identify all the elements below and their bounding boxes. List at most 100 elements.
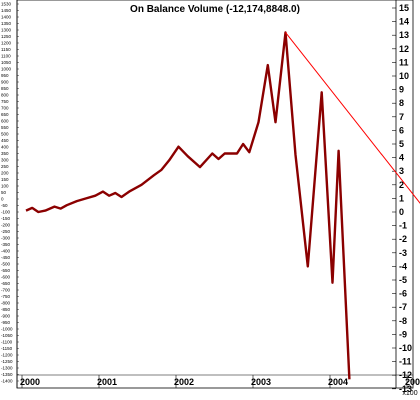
left-tick-label: 550 bbox=[1, 125, 9, 130]
left-tick-label: 1400 bbox=[1, 15, 12, 20]
right-tick-label: 3 bbox=[399, 166, 404, 176]
left-tick-label: 1450 bbox=[1, 8, 12, 13]
left-tick-label: -900 bbox=[1, 314, 11, 319]
right-tick-label: -9 bbox=[399, 329, 407, 339]
right-tick-label: 9 bbox=[399, 85, 404, 95]
x-tick-label: 2002 bbox=[174, 377, 194, 387]
left-tick-label: -1200 bbox=[1, 353, 13, 358]
left-tick-label: -950 bbox=[1, 320, 11, 325]
left-tick-label: 50 bbox=[1, 190, 7, 195]
right-tick-label: 1 bbox=[399, 193, 404, 203]
left-tick-label: -400 bbox=[1, 249, 11, 254]
left-tick-label: -200 bbox=[1, 223, 11, 228]
left-tick-label: 700 bbox=[1, 106, 9, 111]
left-tick-label: 150 bbox=[1, 177, 9, 182]
left-tick-label: -450 bbox=[1, 255, 11, 260]
left-tick-label: -650 bbox=[1, 281, 11, 286]
right-tick-label: -4 bbox=[399, 261, 407, 271]
left-tick-label: 950 bbox=[1, 73, 9, 78]
right-tick-label: 15 bbox=[399, 3, 409, 13]
x-tick-label: 2000 bbox=[20, 377, 40, 387]
right-tick-label: -13 bbox=[399, 384, 412, 394]
right-axis-ticks: 1514131211109876543210-1-2-3-4-5-6-7-8-9… bbox=[392, 0, 412, 394]
left-tick-label: 600 bbox=[1, 119, 9, 124]
left-tick-label: -1250 bbox=[1, 359, 13, 364]
right-tick-label: -6 bbox=[399, 289, 407, 299]
plot-area bbox=[16, 0, 414, 389]
left-tick-label: -150 bbox=[1, 216, 11, 221]
right-tick-label: -11 bbox=[399, 357, 412, 367]
left-tick-label: -500 bbox=[1, 262, 11, 267]
left-tick-label: 900 bbox=[1, 80, 9, 85]
left-tick-label: -1000 bbox=[1, 327, 13, 332]
left-tick-label: 1300 bbox=[1, 28, 12, 33]
left-tick-label: 200 bbox=[1, 171, 9, 176]
left-tick-label: -600 bbox=[1, 275, 11, 280]
left-tick-label: -50 bbox=[1, 203, 8, 208]
left-tick-label: 350 bbox=[1, 151, 9, 156]
left-tick-label: 850 bbox=[1, 86, 9, 91]
left-tick-label: 1530 bbox=[1, 2, 12, 7]
left-tick-label: -550 bbox=[1, 268, 11, 273]
right-tick-label: -7 bbox=[399, 302, 407, 312]
x-tick-label: 2004 bbox=[328, 377, 348, 387]
right-tick-label: -1 bbox=[399, 221, 407, 231]
right-tick-label: 7 bbox=[399, 112, 404, 122]
right-tick-label: -2 bbox=[399, 234, 407, 244]
left-tick-label: 1150 bbox=[1, 47, 11, 52]
x-tick-label: 2001 bbox=[97, 377, 117, 387]
left-tick-label: 300 bbox=[1, 158, 9, 163]
unit-label: x100 bbox=[402, 390, 417, 397]
left-tick-label: -750 bbox=[1, 294, 11, 299]
right-tick-label: 2 bbox=[399, 180, 404, 190]
right-tick-label: 11 bbox=[399, 57, 409, 67]
right-tick-label: 5 bbox=[399, 139, 404, 149]
chart-title: On Balance Volume (-12,174,8848.0) bbox=[130, 4, 300, 15]
right-tick-label: -10 bbox=[399, 343, 412, 353]
right-tick-label: 0 bbox=[399, 207, 404, 217]
left-tick-label: -1300 bbox=[1, 366, 13, 371]
left-tick-label: -1150 bbox=[1, 346, 13, 351]
left-tick-label: -850 bbox=[1, 307, 11, 312]
left-tick-label: 400 bbox=[1, 145, 9, 150]
left-tick-label: 1000 bbox=[1, 67, 12, 72]
left-tick-label: 1100 bbox=[1, 54, 11, 59]
left-tick-label: -800 bbox=[1, 301, 11, 306]
left-tick-label: 100 bbox=[1, 184, 9, 189]
left-tick-label: -350 bbox=[1, 242, 11, 247]
left-tick-label: 1050 bbox=[1, 60, 12, 65]
x-tick-label: 2003 bbox=[251, 377, 271, 387]
right-tick-label: -3 bbox=[399, 248, 407, 258]
right-tick-label: 4 bbox=[399, 153, 404, 163]
left-tick-label: 0 bbox=[1, 197, 4, 202]
left-tick-label: -250 bbox=[1, 229, 11, 234]
left-tick-label: 250 bbox=[1, 164, 9, 169]
left-tick-label: -1350 bbox=[1, 372, 13, 377]
x-tick-label: 2005 bbox=[405, 377, 420, 387]
trendline bbox=[285, 32, 420, 204]
right-tick-label: 6 bbox=[399, 125, 404, 135]
left-tick-label: 1350 bbox=[1, 21, 12, 26]
right-tick-label: 8 bbox=[399, 98, 404, 108]
left-tick-label: -1050 bbox=[1, 333, 13, 338]
right-tick-label: 12 bbox=[399, 44, 409, 54]
left-tick-label: 800 bbox=[1, 93, 9, 98]
left-tick-label: -700 bbox=[1, 288, 11, 293]
right-tick-label: 14 bbox=[399, 17, 409, 27]
right-tick-label: -5 bbox=[399, 275, 407, 285]
right-tick-label: 10 bbox=[399, 71, 409, 81]
obv-series-line bbox=[25, 31, 351, 380]
left-tick-label: -1400 bbox=[1, 379, 13, 384]
left-tick-label: -100 bbox=[1, 210, 11, 215]
right-tick-label: 13 bbox=[399, 30, 409, 40]
left-tick-label: 650 bbox=[1, 112, 9, 117]
right-tick-label: -8 bbox=[399, 316, 407, 326]
left-tick-label: -300 bbox=[1, 236, 11, 241]
left-tick-label: 1250 bbox=[1, 34, 12, 39]
x-axis-ticks: 2000 2001 2002 2003 2004 2005 bbox=[17, 374, 420, 388]
left-tick-label: 750 bbox=[1, 99, 9, 104]
left-tick-label: 500 bbox=[1, 132, 9, 137]
